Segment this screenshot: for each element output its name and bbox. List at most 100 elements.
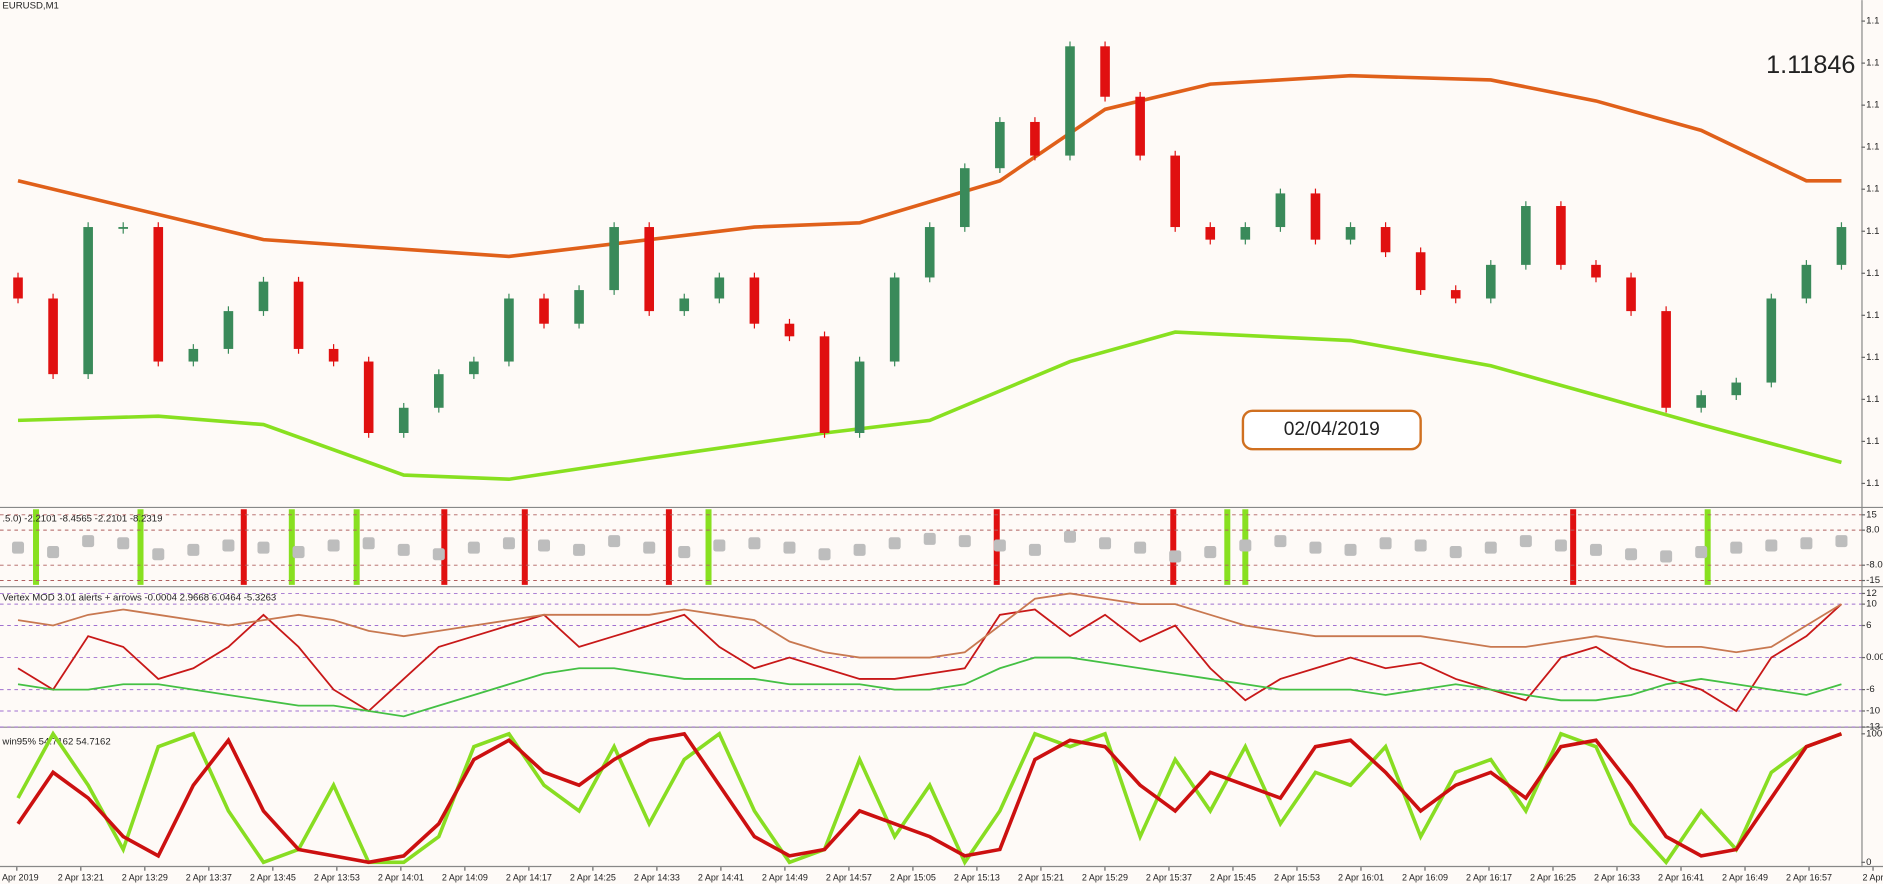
candle bbox=[1661, 311, 1671, 408]
y-tick-label: -6 bbox=[1866, 684, 1875, 695]
candle bbox=[1065, 46, 1075, 156]
candle bbox=[924, 227, 935, 278]
date-label: 02/04/2019 bbox=[1284, 419, 1380, 440]
candle bbox=[1766, 298, 1777, 383]
dot bbox=[748, 537, 761, 550]
candle bbox=[784, 323, 795, 337]
x-tick-label: 2 Apr 15:29 bbox=[1082, 872, 1128, 882]
dot bbox=[1028, 543, 1041, 556]
x-tick-label: 2 Apr 16:41 bbox=[1658, 872, 1704, 882]
pane-title: .5.0) -2.2101 -8.4565 -2.2101 -8.2319 bbox=[2, 513, 162, 524]
dot bbox=[292, 546, 305, 559]
x-tick-label: 2 Apr 14:01 bbox=[378, 872, 424, 882]
candle bbox=[1380, 227, 1391, 253]
candle bbox=[398, 407, 409, 433]
candle bbox=[153, 227, 164, 362]
dot bbox=[1695, 546, 1708, 559]
dot bbox=[1589, 543, 1602, 556]
pane-title: Vertex MOD 3.01 alerts + arrows -0.0004 … bbox=[2, 593, 276, 604]
dot bbox=[1169, 550, 1182, 563]
candle bbox=[1556, 206, 1566, 265]
y-tick-label: 1.1 bbox=[1866, 478, 1879, 489]
candle bbox=[749, 277, 760, 324]
dot bbox=[1063, 530, 1076, 543]
dot bbox=[1519, 535, 1532, 548]
dot bbox=[1134, 541, 1147, 554]
candle bbox=[1415, 252, 1426, 291]
dot bbox=[1625, 548, 1638, 561]
dot bbox=[1554, 539, 1567, 552]
dot bbox=[222, 539, 235, 552]
candle bbox=[1591, 264, 1601, 278]
dot bbox=[573, 543, 586, 556]
candle bbox=[574, 290, 584, 324]
dot bbox=[187, 543, 200, 556]
dot bbox=[1730, 541, 1743, 554]
y-tick-label: 0.00 bbox=[1866, 652, 1883, 663]
dot bbox=[1309, 541, 1322, 554]
dot bbox=[1800, 537, 1813, 550]
candle bbox=[1345, 227, 1356, 240]
price-label: 1.11846 bbox=[1766, 51, 1855, 79]
y-tick-label: 1.1 bbox=[1866, 16, 1879, 27]
candle bbox=[13, 277, 23, 299]
x-tick-label: 2 Apr 15:13 bbox=[954, 872, 1000, 882]
candle bbox=[1450, 290, 1461, 299]
line bbox=[17, 73, 1842, 259]
y-tick-label: 1.1 bbox=[1866, 142, 1879, 153]
dot bbox=[12, 541, 25, 554]
x-tick-label: 2 Apr 15:21 bbox=[1018, 872, 1064, 882]
x-tick-label: 2 Apr 13:45 bbox=[250, 872, 296, 882]
candle bbox=[995, 121, 1005, 169]
candle bbox=[539, 298, 549, 324]
dot bbox=[643, 541, 656, 554]
x-tick-label: 2 Apr 16:17 bbox=[1466, 872, 1512, 882]
dot bbox=[467, 541, 480, 554]
candle bbox=[293, 281, 304, 349]
dot bbox=[1449, 546, 1462, 559]
x-tick-label: 2 Apr 13:37 bbox=[186, 872, 232, 882]
dot bbox=[397, 543, 410, 556]
x-tick-label: 2 Apr 14:41 bbox=[698, 872, 744, 882]
y-tick-label: -15 bbox=[1866, 575, 1880, 586]
x-tick-label: 2 Apr 16:33 bbox=[1594, 872, 1640, 882]
y-tick-label: 1.1 bbox=[1866, 310, 1879, 321]
y-tick-label: 1.1 bbox=[1866, 352, 1879, 363]
candle bbox=[1731, 382, 1742, 396]
candle bbox=[83, 227, 93, 375]
x-tick-label: 2 Apr 16:57 bbox=[1786, 872, 1832, 882]
dot bbox=[1239, 539, 1252, 552]
y-tick-label: 1.1 bbox=[1866, 394, 1879, 405]
line bbox=[17, 330, 1842, 482]
dot bbox=[1344, 543, 1357, 556]
candle bbox=[504, 298, 514, 362]
y-tick-label: 10 bbox=[1866, 599, 1877, 610]
dot bbox=[362, 537, 375, 550]
dot bbox=[432, 548, 445, 561]
x-tick-label: 2 Apr 14:17 bbox=[506, 872, 552, 882]
candle bbox=[1801, 264, 1812, 299]
dot bbox=[1274, 535, 1287, 548]
dot bbox=[1204, 546, 1217, 559]
pane-title: win95% 54.7162 54.7162 bbox=[1, 737, 110, 748]
x-tick-label: 2 Apr 14:33 bbox=[634, 872, 680, 882]
x-tick-label: 2 Apr 14:09 bbox=[442, 872, 488, 882]
date-box bbox=[1241, 409, 1422, 451]
candle bbox=[819, 336, 830, 433]
pane-title: EURUSD,M1 bbox=[2, 1, 59, 12]
x-tick-label: 2 Apr 14:49 bbox=[762, 872, 808, 882]
x-tick-label: 2 Apr 16:49 bbox=[1722, 872, 1768, 882]
candle bbox=[1275, 193, 1286, 228]
dot bbox=[1484, 541, 1497, 554]
candle bbox=[1310, 193, 1321, 240]
x-tick-label: 2 Apr 16:01 bbox=[1338, 872, 1384, 882]
dot bbox=[117, 537, 130, 550]
dot bbox=[888, 537, 901, 550]
x-tick-label: 2 Apr 15:53 bbox=[1274, 872, 1320, 882]
dot bbox=[818, 548, 831, 561]
dot bbox=[923, 532, 936, 545]
